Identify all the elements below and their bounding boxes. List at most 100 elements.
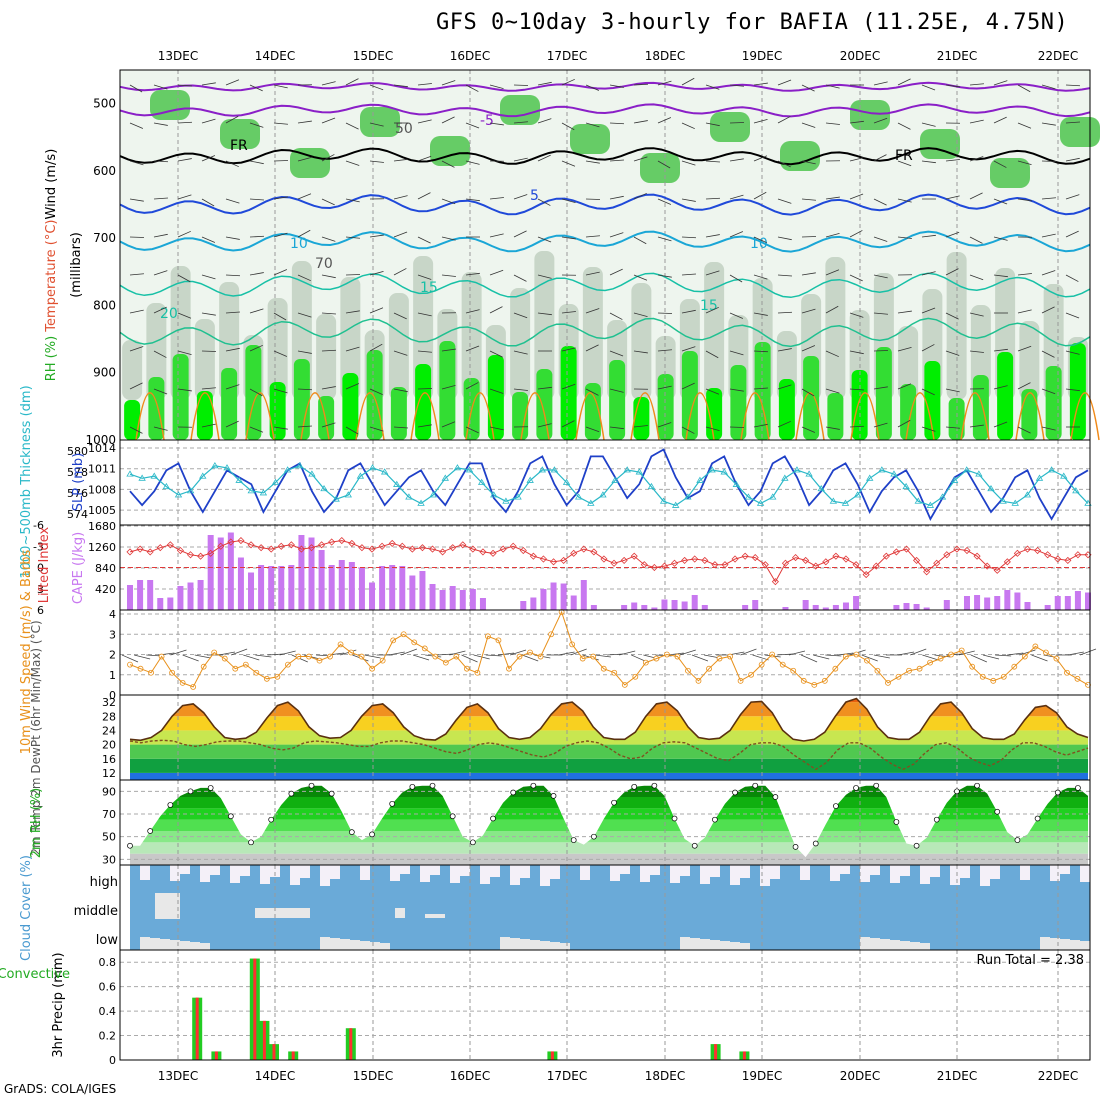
- wind-barb: [345, 122, 359, 130]
- wind-barb: [177, 274, 191, 283]
- wind-barb: [417, 192, 431, 200]
- wind-barb: [513, 274, 527, 282]
- rh-band-upper: [780, 141, 820, 171]
- wind-barb: [129, 382, 143, 390]
- ytick-label: 70: [102, 808, 116, 821]
- rh-point: [591, 833, 597, 840]
- rh-band-mid: [146, 303, 167, 400]
- li-point: [902, 545, 911, 553]
- cape-bar: [127, 585, 133, 610]
- wind10m-barb: [1079, 648, 1097, 656]
- rh-band: [130, 797, 1088, 809]
- cloud-gap-high: [320, 865, 330, 886]
- wind-barb: [177, 121, 193, 124]
- wind-barb: [825, 232, 840, 238]
- thickness-point: [393, 480, 401, 487]
- date-label-top: 13DEC: [158, 49, 198, 63]
- date-label-bottom: 18DEC: [645, 1069, 685, 1083]
- wind-barb: [537, 118, 552, 124]
- rh-band: [130, 819, 1088, 831]
- wind-barb: [849, 120, 864, 124]
- cape-bar: [318, 550, 325, 610]
- temp-band: [130, 758, 1088, 773]
- wind-barb: [1065, 157, 1080, 162]
- contour-25: [410, 392, 440, 441]
- wind-barb: [753, 423, 768, 428]
- cloud-gap-high: [400, 865, 410, 874]
- rh-point: [732, 789, 738, 796]
- cloud-gap-low: [180, 941, 190, 950]
- ytick-label: 1: [109, 669, 116, 682]
- contour-25: [245, 392, 275, 441]
- wind-barb: [273, 232, 288, 238]
- thickness-point: [684, 493, 692, 500]
- rh-band-green: [1045, 366, 1062, 440]
- wind-barb: [561, 383, 576, 390]
- wind-barb: [177, 230, 191, 238]
- wind-barb: [537, 81, 552, 86]
- wind10m-barb: [861, 654, 878, 662]
- rh-point: [167, 802, 174, 808]
- wind-barb: [489, 84, 504, 90]
- wind-barb: [681, 309, 696, 314]
- wind10m-barb: [497, 652, 514, 656]
- cloud-gap-low: [1070, 940, 1080, 950]
- temp-band: [130, 716, 1088, 731]
- li-point: [630, 552, 638, 560]
- wind-barb: [849, 274, 863, 282]
- wind-barb: [561, 420, 575, 428]
- li-point: [741, 552, 749, 560]
- wind10m-barb: [400, 648, 418, 656]
- ytick-label: 0.2: [99, 1030, 117, 1043]
- wind-barb: [825, 269, 840, 276]
- rh-band-green: [681, 351, 698, 440]
- ytick-left: 3: [37, 583, 44, 596]
- wind-barb: [633, 312, 648, 318]
- wind-barb: [249, 388, 263, 397]
- wind-barb: [1017, 309, 1032, 314]
- ytick-right: 840: [95, 562, 116, 575]
- wind-barb: [633, 83, 649, 86]
- wind-barb: [705, 197, 721, 200]
- wind-barb: [537, 274, 552, 279]
- wind-line: [129, 610, 1089, 688]
- wind10m-barb: [594, 654, 611, 658]
- wind-barb: [513, 388, 528, 391]
- wind10m-barb: [934, 654, 951, 658]
- cloud-gap-high: [920, 865, 930, 884]
- rh-band-green: [390, 387, 407, 440]
- cape-bar: [237, 557, 244, 610]
- wind-barb: [1065, 388, 1080, 392]
- cape-bar: [338, 560, 345, 610]
- wind-barb: [801, 426, 816, 433]
- cloud-gap-high: [230, 865, 240, 883]
- wind-barb: [513, 230, 527, 238]
- rh-point: [570, 837, 577, 843]
- thickness-point: [368, 464, 377, 471]
- rh-band-upper: [920, 129, 960, 159]
- cloud-gap-low: [550, 942, 560, 950]
- temp-band: [130, 772, 1088, 780]
- rh-point: [288, 790, 295, 797]
- wind-barb: [489, 197, 504, 200]
- rh-band-green: [730, 365, 747, 440]
- wind10m-barb: [509, 649, 527, 656]
- wind-barb: [873, 117, 888, 124]
- cape-bar: [752, 600, 759, 610]
- wind-barb: [945, 312, 959, 320]
- ytick-right: 1005: [88, 504, 116, 517]
- rh-point: [308, 782, 315, 789]
- rh-point: [691, 842, 698, 849]
- wind-barb: [441, 80, 456, 86]
- wind-barb: [249, 198, 264, 201]
- contour-label: 5: [530, 188, 539, 204]
- cape-bar: [570, 595, 577, 610]
- cloud-gap-low: [320, 937, 330, 950]
- wind-barb: [609, 268, 623, 276]
- wind-barb: [249, 84, 263, 92]
- ytick-label: 0: [109, 1054, 116, 1067]
- wind-barb: [201, 118, 216, 124]
- wind-barb: [321, 422, 336, 428]
- cape-bar: [177, 586, 184, 610]
